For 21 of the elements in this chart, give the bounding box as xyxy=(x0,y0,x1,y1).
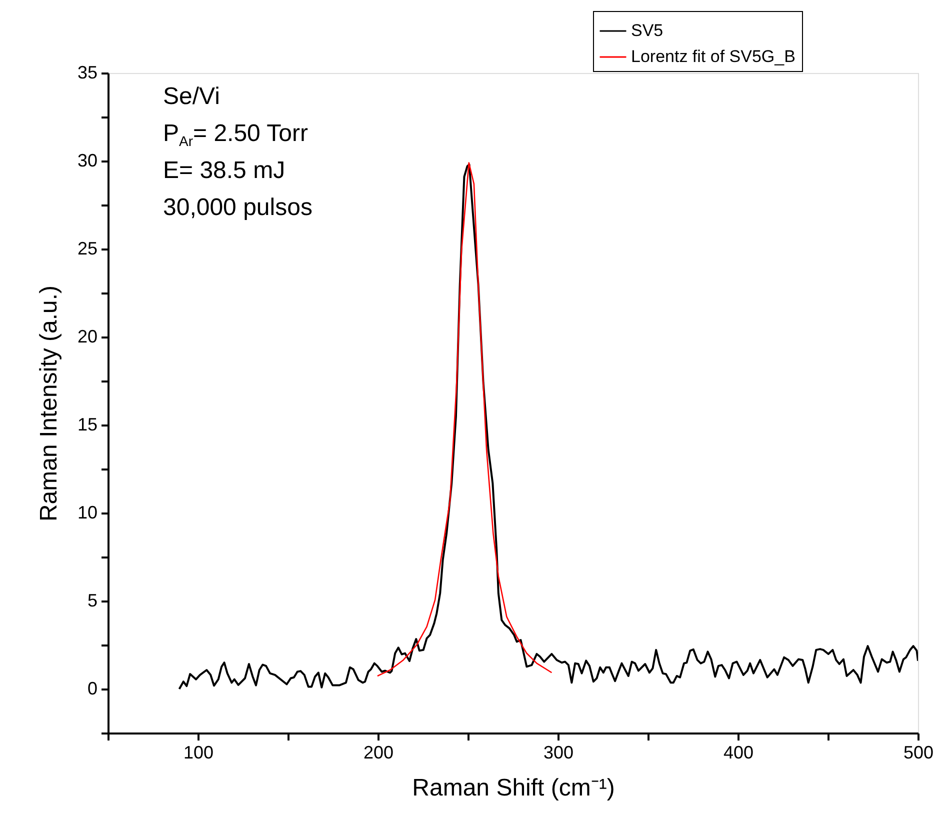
y-tick-label: 20 xyxy=(77,326,98,346)
x-tick-label: 500 xyxy=(903,742,934,762)
annotation: E= 38.5 mJ xyxy=(163,157,286,184)
x-tick-label: 300 xyxy=(543,742,574,762)
legend-label: Lorentz fit of SV5G_B xyxy=(631,47,796,66)
y-tick-label: 15 xyxy=(77,414,98,434)
x-tick-label: 200 xyxy=(363,742,394,762)
x-tick-label: 400 xyxy=(723,742,754,762)
y-tick-label: 35 xyxy=(77,62,98,82)
y-tick-label: 5 xyxy=(87,590,98,610)
x-axis-title: Raman Shift (cm⁻¹) xyxy=(412,774,615,802)
annotation: Se/Vi xyxy=(163,83,220,110)
y-tick-label: 30 xyxy=(77,150,98,170)
annotation: 30,000 pulsos xyxy=(163,194,312,221)
y-tick-label: 10 xyxy=(77,502,98,522)
y-axis-title: Raman Intensity (a.u.) xyxy=(35,285,62,522)
line-series xyxy=(376,162,552,677)
legend-label: SV5 xyxy=(631,21,664,40)
y-tick-label: 25 xyxy=(77,238,98,258)
x-tick-label: 100 xyxy=(183,742,214,762)
y-tick-label: 0 xyxy=(87,678,98,698)
